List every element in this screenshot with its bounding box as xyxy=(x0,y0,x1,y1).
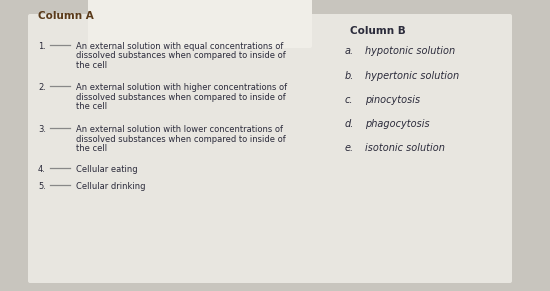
FancyBboxPatch shape xyxy=(88,0,312,48)
Text: hypertonic solution: hypertonic solution xyxy=(365,71,459,81)
Text: dissolved substances when compared to inside of: dissolved substances when compared to in… xyxy=(76,93,286,102)
FancyBboxPatch shape xyxy=(28,14,512,283)
Text: An external solution with lower concentrations of: An external solution with lower concentr… xyxy=(76,125,283,134)
Text: An external solution with higher concentrations of: An external solution with higher concent… xyxy=(76,83,287,92)
Text: pinocytosis: pinocytosis xyxy=(365,95,420,105)
Text: e.: e. xyxy=(345,143,354,153)
Text: Column A: Column A xyxy=(38,11,94,21)
Text: dissolved substances when compared to inside of: dissolved substances when compared to in… xyxy=(76,134,286,143)
Text: Cellular eating: Cellular eating xyxy=(76,165,138,174)
Text: d.: d. xyxy=(345,119,354,129)
Text: the cell: the cell xyxy=(76,102,107,111)
Text: 5.: 5. xyxy=(38,182,46,191)
Text: 4.: 4. xyxy=(38,165,46,174)
Text: the cell: the cell xyxy=(76,144,107,153)
Text: Column B: Column B xyxy=(350,26,406,36)
Text: Cellular drinking: Cellular drinking xyxy=(76,182,146,191)
Text: 1.: 1. xyxy=(38,42,46,51)
Text: a.: a. xyxy=(345,46,354,56)
Text: An external solution with equal concentrations of: An external solution with equal concentr… xyxy=(76,42,283,51)
Text: 3.: 3. xyxy=(38,125,46,134)
Text: 2.: 2. xyxy=(38,83,46,92)
Text: dissolved substances when compared to inside of: dissolved substances when compared to in… xyxy=(76,52,286,61)
Text: hypotonic solution: hypotonic solution xyxy=(365,46,455,56)
Text: phagocytosis: phagocytosis xyxy=(365,119,430,129)
Text: c.: c. xyxy=(345,95,354,105)
Text: the cell: the cell xyxy=(76,61,107,70)
Text: isotonic solution: isotonic solution xyxy=(365,143,445,153)
Text: b.: b. xyxy=(345,71,354,81)
